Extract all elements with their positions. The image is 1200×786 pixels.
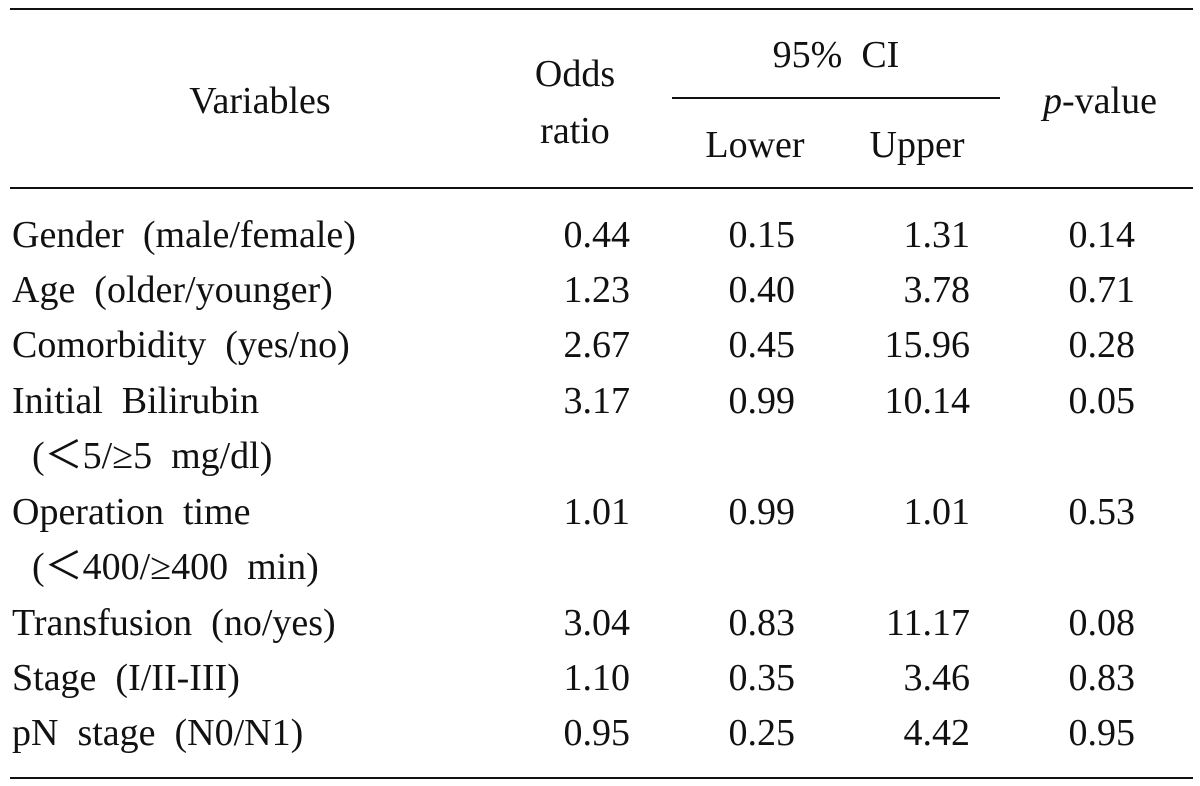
row-variable-detail: (＜5/≥5 mg/dl) [32, 435, 273, 477]
row-p-value: 0.83 [1068, 657, 1136, 699]
row-p-value: 0.05 [1068, 380, 1136, 422]
row-variable: Transfusion (no/yes) [12, 602, 336, 644]
row-odds-ratio: 3.17 [563, 380, 631, 422]
header-p-rest: -value [1062, 80, 1157, 122]
row-ci-upper: 10.14 [884, 380, 971, 422]
row-ci-upper: 3.78 [903, 269, 971, 311]
row-ci-lower: 0.99 [728, 491, 796, 533]
row-ci-upper: 1.01 [903, 491, 971, 533]
header-odds-ratio-line2: ratio [540, 110, 610, 152]
row-variable-detail: (＜400/≥400 min) [32, 546, 319, 588]
row-p-value: 0.71 [1068, 269, 1136, 311]
row-odds-ratio: 1.23 [563, 269, 631, 311]
table-header-rule [10, 187, 1193, 189]
row-variable: Comorbidity (yes/no) [12, 324, 350, 366]
row-ci-lower: 0.25 [728, 712, 796, 754]
row-variable: Stage (I/II-III) [12, 657, 240, 699]
row-odds-ratio: 3.04 [563, 602, 631, 644]
header-p-value: p-value [1010, 78, 1190, 124]
row-p-value: 0.28 [1068, 324, 1136, 366]
header-upper: Upper [869, 124, 965, 166]
header-lower: Lower [705, 124, 805, 166]
header-p-italic: p [1043, 80, 1063, 122]
row-ci-lower: 0.40 [728, 269, 796, 311]
row-ci-upper: 15.96 [884, 324, 971, 366]
row-odds-ratio: 0.95 [563, 712, 631, 754]
row-variable: Gender (male/female) [12, 214, 356, 256]
row-ci-lower: 0.45 [728, 324, 796, 366]
row-ci-upper: 3.46 [903, 657, 971, 699]
table-bottom-rule [10, 777, 1193, 779]
row-p-value: 0.95 [1068, 712, 1136, 754]
row-variable: Age (older/younger) [12, 269, 333, 311]
table-top-rule [10, 8, 1193, 10]
row-ci-lower: 0.35 [728, 657, 796, 699]
row-ci-upper: 4.42 [903, 712, 971, 754]
header-variables: Variables [189, 80, 331, 122]
row-ci-lower: 0.15 [728, 214, 796, 256]
row-variable: pN stage (N0/N1) [12, 712, 304, 754]
row-variable: Operation time [12, 491, 251, 533]
row-p-value: 0.08 [1068, 602, 1136, 644]
row-ci-lower: 0.83 [728, 602, 796, 644]
row-odds-ratio: 2.67 [563, 324, 631, 366]
row-p-value: 0.53 [1068, 491, 1136, 533]
row-odds-ratio: 0.44 [563, 214, 631, 256]
row-ci-lower: 0.99 [728, 380, 796, 422]
row-odds-ratio: 1.10 [563, 657, 631, 699]
row-ci-upper: 11.17 [885, 602, 970, 644]
row-ci-upper: 1.31 [903, 214, 971, 256]
header-95-ci: 95% CI [772, 34, 900, 76]
ci-span-rule [672, 97, 1000, 99]
header-odds-ratio-line1: Odds [534, 53, 616, 95]
row-p-value: 0.14 [1068, 214, 1136, 256]
row-odds-ratio: 1.01 [563, 491, 631, 533]
row-variable: Initial Bilirubin [12, 380, 259, 422]
